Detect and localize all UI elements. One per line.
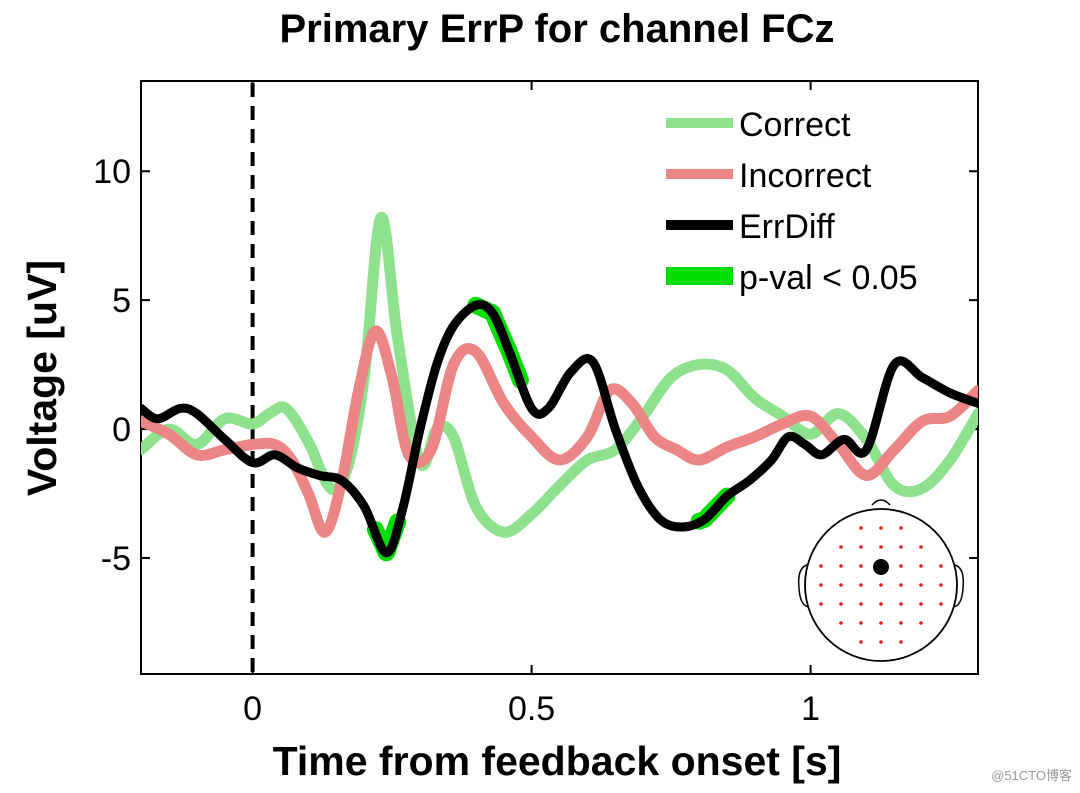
scalp-electrode <box>939 583 943 587</box>
scalp-electrode <box>879 583 883 587</box>
chart-title: Primary ErrP for channel FCz <box>280 7 835 51</box>
x-tick-label: 0 <box>243 690 262 728</box>
scalp-electrode <box>879 545 883 549</box>
scalp-electrode <box>919 583 923 587</box>
x-tick-label: 0.5 <box>508 690 555 728</box>
scalp-electrode <box>859 640 863 644</box>
scalp-electrode <box>899 583 903 587</box>
scalp-electrode <box>839 545 843 549</box>
y-axis-label: Voltage [uV] <box>19 260 65 496</box>
scalp-electrodes <box>819 526 943 644</box>
scalp-electrode <box>939 564 943 568</box>
scalp-electrode <box>819 564 823 568</box>
scalp-map <box>797 499 965 662</box>
scalp-electrode <box>899 621 903 625</box>
scalp-electrode <box>819 602 823 606</box>
x-axis-label: Time from feedback onset [s] <box>273 738 842 784</box>
fcz-electrode-marker <box>873 559 889 575</box>
scalp-electrode <box>899 640 903 644</box>
scalp-electrode <box>879 621 883 625</box>
scalp-electrode <box>859 602 863 606</box>
scalp-electrode <box>939 602 943 606</box>
scalp-electrode <box>919 564 923 568</box>
y-tick-label: 0 <box>112 411 131 449</box>
scalp-nose-icon <box>871 499 891 506</box>
y-tick-label: 10 <box>93 153 131 191</box>
scalp-electrode <box>919 602 923 606</box>
legend-label-incorrect: Incorrect <box>739 157 872 195</box>
legend-label-pval: p-val < 0.05 <box>739 259 918 297</box>
scalp-electrode <box>839 564 843 568</box>
scalp-electrode <box>859 545 863 549</box>
series-errdiff-line <box>141 300 978 558</box>
axis-ticks: 0 0.5 1 -5 0 5 10 <box>93 81 978 728</box>
scalp-electrode <box>819 583 823 587</box>
y-tick-label: -5 <box>101 540 131 578</box>
scalp-electrode <box>919 621 923 625</box>
series-correct-line <box>141 212 978 538</box>
legend: Correct Incorrect ErrDiff p-val < 0.05 <box>666 106 918 297</box>
scalp-electrode <box>919 545 923 549</box>
scalp-electrode <box>839 602 843 606</box>
scalp-electrode <box>879 526 883 530</box>
scalp-electrode <box>859 526 863 530</box>
legend-label-errdiff: ErrDiff <box>739 208 835 246</box>
scalp-electrode <box>839 621 843 625</box>
scalp-electrode <box>899 526 903 530</box>
series-layer <box>141 212 978 562</box>
scalp-electrode <box>859 564 863 568</box>
scalp-electrode <box>879 602 883 606</box>
scalp-electrode <box>899 545 903 549</box>
scalp-electrode <box>859 621 863 625</box>
scalp-electrode <box>859 583 863 587</box>
scalp-electrode <box>899 602 903 606</box>
legend-label-correct: Correct <box>739 106 851 144</box>
y-tick-label: 5 <box>112 282 131 320</box>
scalp-electrode <box>839 583 843 587</box>
scalp-electrode <box>879 640 883 644</box>
x-tick-label: 1 <box>801 690 820 728</box>
watermark: @51CTO博客 <box>991 768 1072 783</box>
scalp-electrode <box>899 564 903 568</box>
